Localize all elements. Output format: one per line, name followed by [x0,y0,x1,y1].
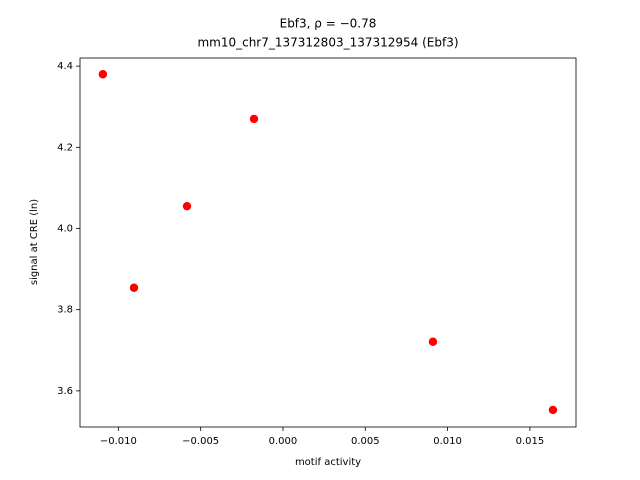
y-tick-label: 3.6 [57,386,73,397]
x-tick-label: 0.000 [269,436,298,447]
y-tick-label: 4.2 [57,142,73,153]
x-tick-label: 0.005 [351,436,380,447]
y-tick-label: 3.8 [57,305,73,316]
y-tick-label: 4.0 [57,223,73,234]
x-tick-label: 0.010 [433,436,462,447]
y-axis-label: signal at CRE (ln) [29,199,40,285]
x-tick-label: 0.015 [516,436,545,447]
point [428,337,438,346]
x-axis-label: motif activity [295,457,361,468]
x-tick-label: −0.010 [100,436,137,447]
chart-title: Ebf3, ρ = −0.78 [280,17,377,31]
point [182,201,192,211]
point [548,405,558,415]
chart-subtitle: mm10_chr7_137312803_137312954 (Ebf3) [197,36,458,50]
point [129,283,139,292]
x-tick-label: −0.005 [182,436,219,447]
point [249,114,259,124]
plot-frame [79,57,577,428]
point [98,70,108,79]
y-tick-label: 4.4 [57,61,73,72]
